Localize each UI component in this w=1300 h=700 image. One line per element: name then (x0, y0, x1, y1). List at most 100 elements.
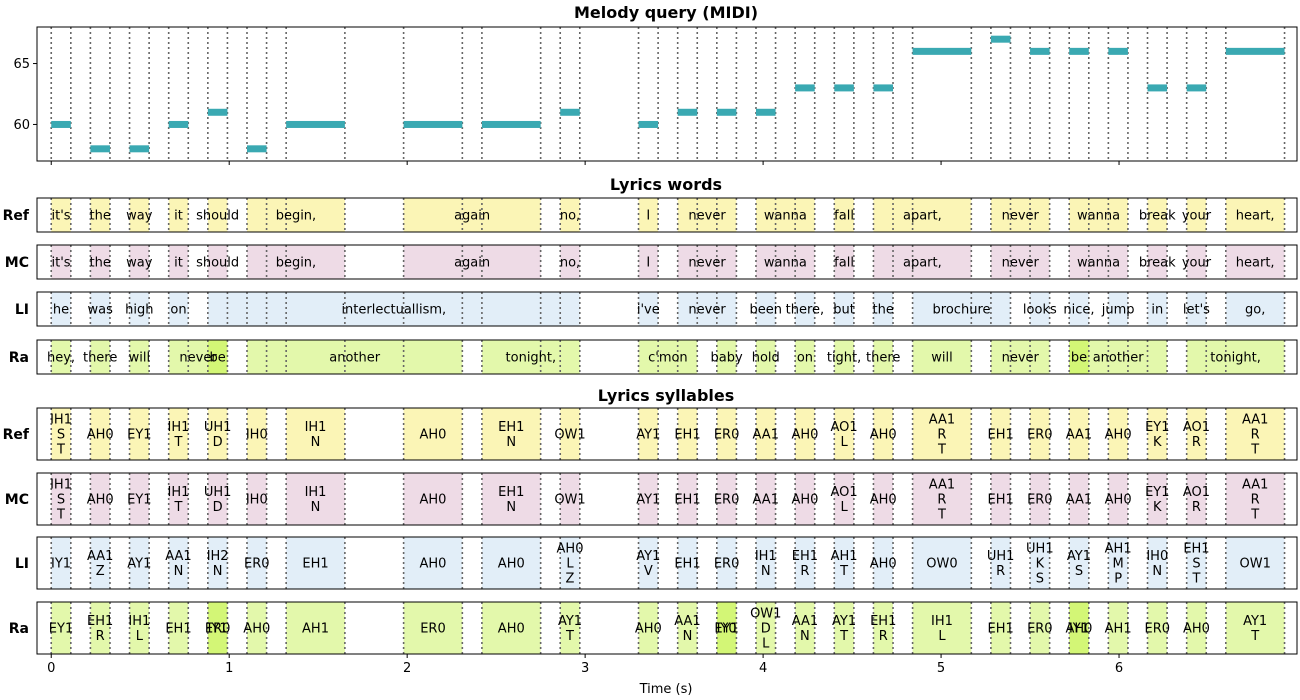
segment-bg (90, 602, 110, 654)
syllable-label: AO1 (830, 420, 857, 435)
segment-bg (168, 292, 189, 326)
segment-bg (1225, 602, 1285, 654)
segment-bg (795, 473, 815, 525)
syllable-label: AH1 (831, 549, 858, 564)
track-label: LI (15, 556, 29, 572)
word-label: the (90, 209, 111, 224)
segment-bg (247, 473, 267, 525)
segment-bg (873, 408, 894, 460)
syllable-label: N (1152, 564, 1162, 579)
segment-bg (755, 602, 776, 654)
syllable-label: R (1251, 493, 1260, 508)
syllable-label: D (213, 500, 223, 515)
segment-bg (247, 198, 345, 232)
syllable-label: D (761, 622, 771, 637)
syllable-label: N (761, 564, 771, 579)
track-label: MC (5, 492, 29, 508)
syllable-label: AA1 (1242, 478, 1268, 493)
segment-bg (873, 245, 972, 279)
syllable-label: N (174, 564, 184, 579)
segment-bg (1108, 292, 1128, 326)
syllable-label: AA1 (165, 549, 191, 564)
segment-bg (90, 198, 110, 232)
syllable-label: K (1036, 557, 1045, 572)
segment-bg (638, 340, 698, 374)
segment-bg (873, 602, 894, 654)
note-bar (168, 120, 189, 128)
segment-bg (638, 537, 659, 589)
syllable-label: OW1 (1239, 557, 1270, 572)
syllable-label: AA1 (753, 493, 779, 508)
segment-bg (1186, 292, 1207, 326)
segment-bg (638, 408, 659, 460)
word-label: wanna (764, 256, 807, 271)
note-bar (795, 84, 815, 92)
syllable-label: L (136, 629, 144, 644)
syllable-label: V (644, 564, 653, 579)
word-label: way (126, 256, 153, 271)
x-tick-label: 0 (47, 661, 55, 676)
note-bar (755, 108, 776, 116)
segment-bg (207, 245, 228, 279)
syllable-label: T (1250, 629, 1259, 644)
syllable-label: R (96, 629, 105, 644)
segment-bg (912, 340, 972, 374)
syllable-label: OW1 (554, 428, 585, 443)
word-label: fall (834, 209, 854, 224)
syllable-label: R (1251, 428, 1260, 443)
syllable-label: IH1 (305, 420, 327, 435)
x-tick-label: 3 (581, 661, 589, 676)
track-label: Ref (3, 208, 30, 224)
word-label: tight, (827, 351, 861, 366)
segment-bg (755, 198, 815, 232)
syllable-label: AA1 (87, 549, 113, 564)
word-label: let's (1183, 303, 1210, 318)
note-bar (638, 120, 659, 128)
segment-bg (834, 473, 854, 525)
word-label: never (1002, 351, 1040, 366)
syllable-label: AH0 (635, 622, 662, 637)
segment-bg (1030, 602, 1050, 654)
word-label: break (1139, 209, 1176, 224)
track-label: MC (5, 255, 29, 271)
syllable-label: EY1 (1145, 485, 1169, 500)
word-label: interlectuallism, (341, 303, 446, 318)
word-label: tonight, (506, 351, 557, 366)
syllable-label: IH2 (207, 549, 229, 564)
word-label: baby (711, 351, 743, 366)
syllable-label: AH0 (243, 622, 270, 637)
segment-bg (560, 602, 580, 654)
syllable-label: AA1 (792, 614, 818, 629)
note-bar (1186, 84, 1207, 92)
syllable-label: T (937, 443, 946, 458)
segment-bg (677, 198, 737, 232)
segment-bg (716, 473, 737, 525)
word-label: the (90, 256, 111, 271)
segment-bg (481, 473, 541, 525)
syllable-label: AY1 (1067, 549, 1091, 564)
syllable-label: UH1 (1026, 542, 1054, 557)
syllable-label: EH1 (498, 420, 524, 435)
x-tick-label: 4 (759, 661, 767, 676)
syllable-label: EH1 (87, 614, 113, 629)
segment-bg (677, 245, 737, 279)
panel-frame (36, 339, 1298, 375)
segment-bg (716, 602, 737, 654)
segment-bg (168, 473, 189, 525)
syllable-label: AH0 (870, 428, 897, 443)
syllable-label: IH1 (50, 478, 72, 493)
syllable-label: EH1 (988, 622, 1014, 637)
segment-bg (168, 408, 189, 460)
segment-bg (638, 198, 659, 232)
melody-title: Melody query (MIDI) (574, 3, 758, 22)
word-label: heart, (1236, 256, 1275, 271)
segment-bg (755, 292, 776, 326)
syllable-label: UH1 (204, 420, 232, 435)
word-label: i've (637, 303, 660, 318)
syllable-label: EH1 (674, 428, 700, 443)
segment-bg (1069, 245, 1128, 279)
syllable-label: ER0 (714, 493, 740, 508)
segment-overlap (207, 340, 228, 374)
segment-bg (286, 408, 345, 460)
word-label: never (179, 351, 217, 366)
